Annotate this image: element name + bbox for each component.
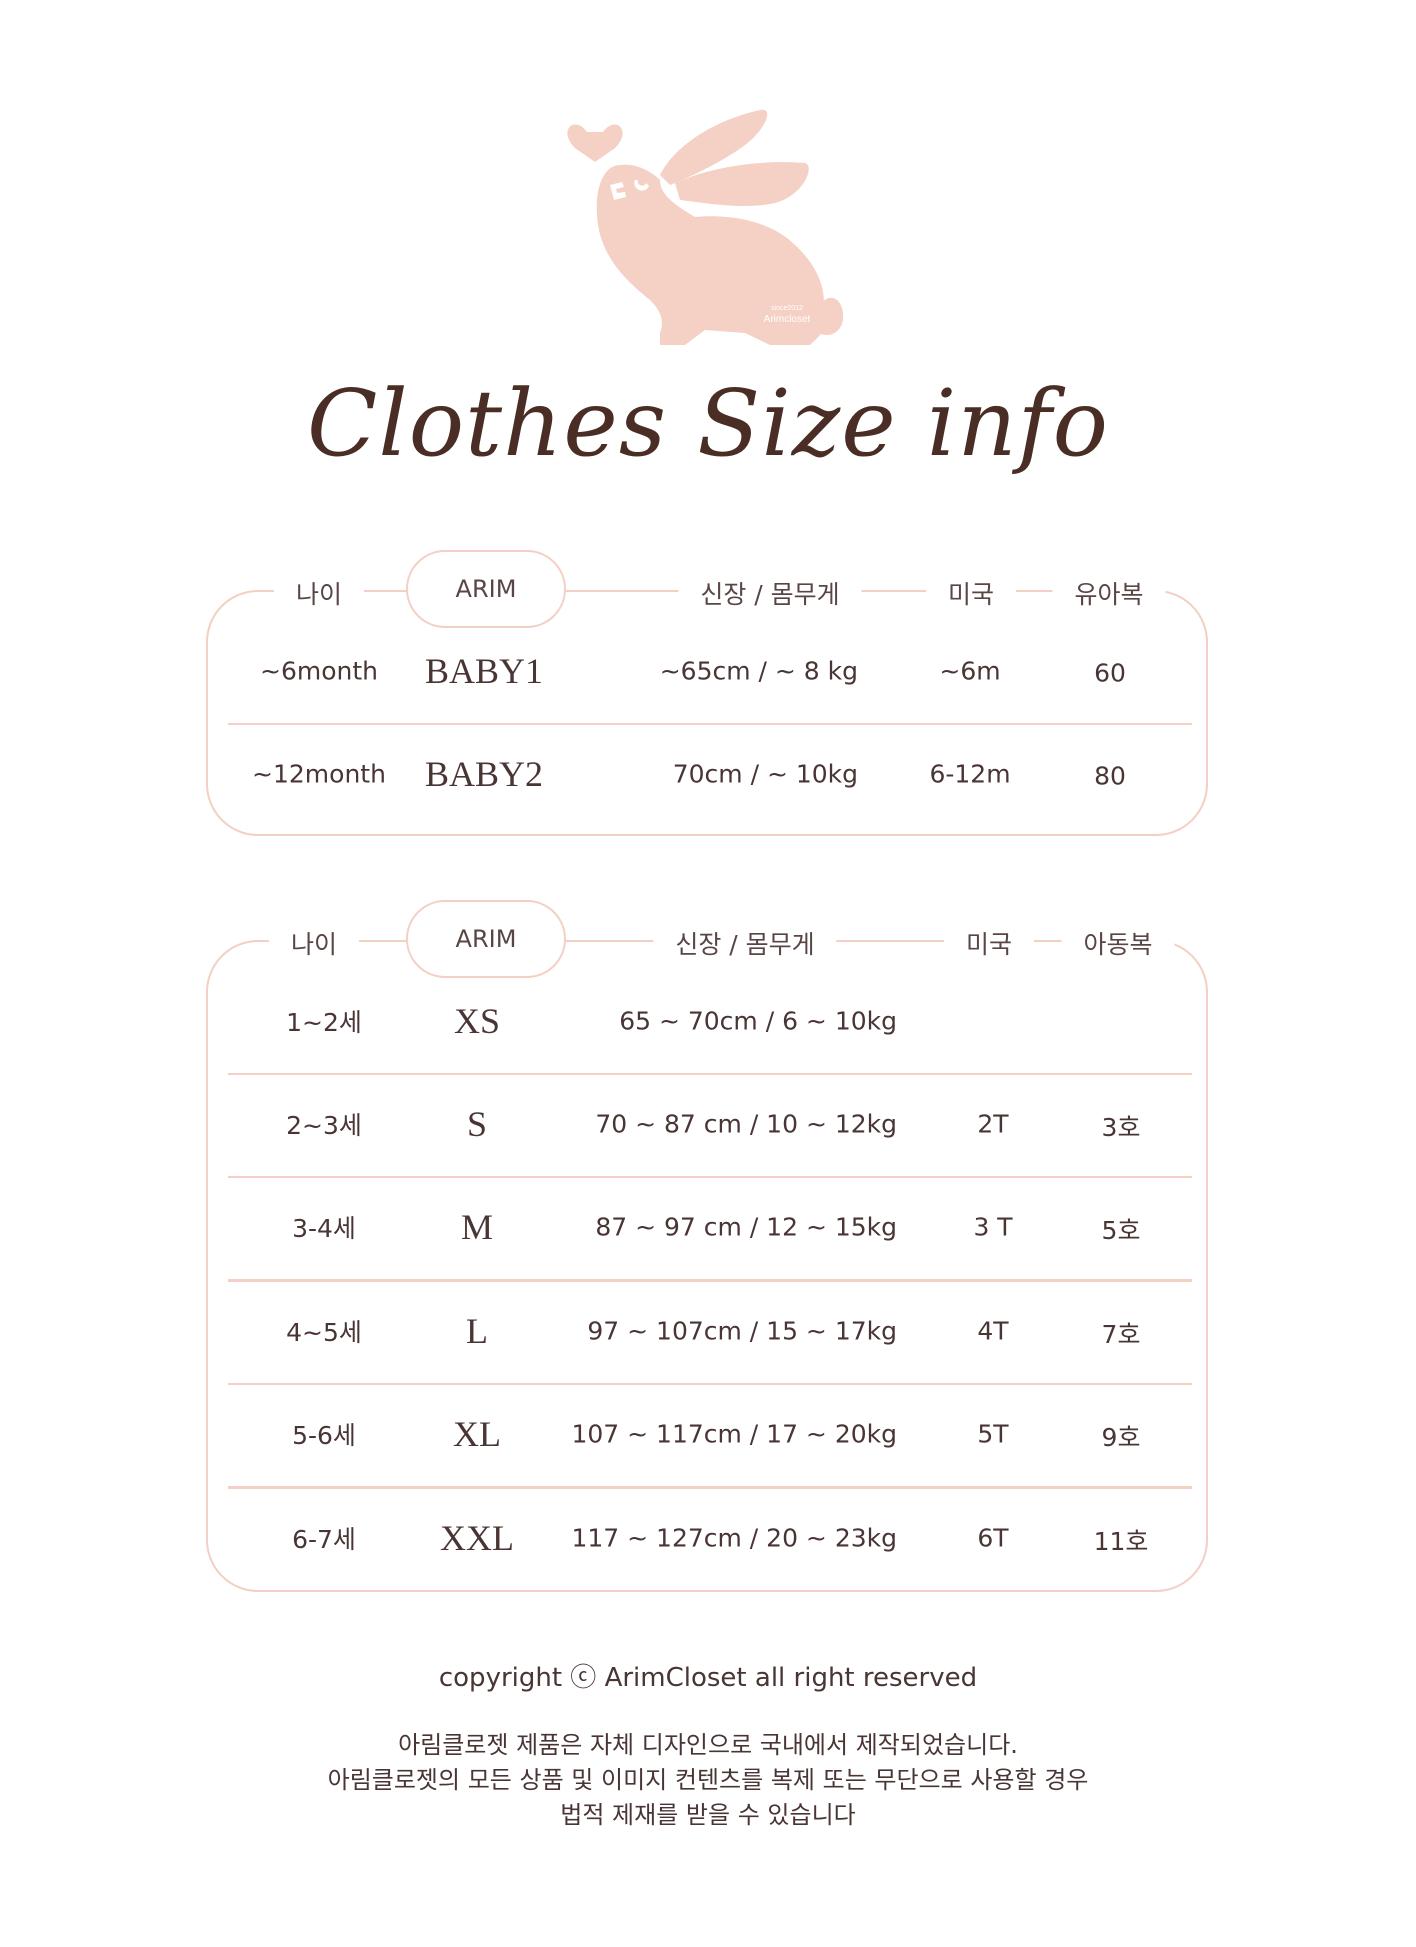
cell-kr-size: 60	[1094, 658, 1126, 688]
cell-us-size: 2T	[977, 1109, 1009, 1139]
cell-age: ~6month	[260, 656, 378, 686]
cell-kr-size: 80	[1094, 761, 1126, 791]
cell-age: 2~3세	[286, 1111, 362, 1140]
cell-age: 3-4세	[292, 1214, 356, 1243]
cell-age: 5-6세	[292, 1421, 356, 1450]
cell-us-size: 3 T	[973, 1212, 1013, 1242]
cell-height-weight: 107 ~ 117cm / 17 ~ 20kg	[571, 1419, 897, 1449]
cell-arim-size: XS	[453, 1001, 501, 1041]
cell-arim-size: M	[460, 1207, 494, 1247]
cell-arim-size: BABY1	[424, 651, 544, 691]
row-divider	[228, 1279, 1192, 1282]
header-label: 아동복	[1061, 925, 1175, 961]
cell-arim-size: S	[466, 1104, 488, 1144]
header-pill-arim: ARIM	[406, 550, 566, 628]
header-label: 미국	[925, 575, 1017, 611]
cell-arim-size: XXL	[440, 1518, 514, 1558]
logo-since: since2012	[771, 305, 803, 312]
row-divider	[228, 1175, 1192, 1178]
cell-us-size: 6-12m	[929, 759, 1011, 789]
logo-brand: Arimcloset	[764, 314, 811, 325]
cell-us-size: ~6m	[939, 656, 1001, 686]
cell-height-weight: 65 ~ 70cm / 6 ~ 10kg	[619, 1006, 897, 1036]
cell-height-weight: 70 ~ 87 cm / 10 ~ 12kg	[595, 1109, 897, 1139]
cell-arim-size: XL	[453, 1414, 501, 1454]
cell-arim-size: L	[466, 1311, 488, 1351]
header-label: 신장 / 몸무게	[678, 575, 862, 611]
notice-line-1: 아림클로젯 제품은 자체 디자인으로 국내에서 제작되었습니다.	[398, 1731, 1018, 1759]
cell-age: 4~5세	[286, 1318, 362, 1347]
row-divider	[228, 1382, 1192, 1385]
cell-height-weight: 87 ~ 97 cm / 12 ~ 15kg	[595, 1212, 897, 1242]
table-frame	[206, 590, 1208, 836]
header-pill-arim: ARIM	[406, 900, 566, 978]
cell-kr-size: 5호	[1101, 1216, 1141, 1245]
cell-us-size: 5T	[977, 1419, 1009, 1449]
cell-kr-size: 9호	[1101, 1423, 1141, 1452]
cell-height-weight: 97 ~ 107cm / 15 ~ 17kg	[587, 1316, 897, 1346]
cell-height-weight: 70cm / ~ 10kg	[672, 759, 858, 789]
cell-age: ~12month	[252, 759, 386, 789]
header-label: 나이	[268, 925, 360, 961]
cell-arim-size: BABY2	[424, 754, 544, 794]
cell-us-size: 6T	[977, 1523, 1009, 1553]
cell-kr-size: 7호	[1101, 1320, 1141, 1349]
row-divider	[228, 722, 1192, 725]
header-label: 신장 / 몸무게	[653, 925, 837, 961]
header-label: 미국	[943, 925, 1035, 961]
header-label: 나이	[273, 575, 365, 611]
cell-height-weight: ~65cm / ~ 8 kg	[659, 656, 858, 686]
cell-kr-size: 3호	[1101, 1113, 1141, 1142]
row-divider	[228, 1072, 1192, 1075]
notice-line-2: 아림클로젯의 모든 상품 및 이미지 컨텐츠를 복제 또는 무단으로 사용할 경…	[327, 1766, 1089, 1794]
copyright-text: copyright ⓒ ArimCloset all right reserve…	[438, 1663, 978, 1693]
cell-age: 1~2세	[286, 1008, 362, 1037]
cell-us-size: 4T	[977, 1316, 1009, 1346]
header-label: 유아복	[1052, 575, 1166, 611]
cell-age: 6-7세	[292, 1525, 356, 1554]
rabbit-logo: since2012 Arimcloset	[567, 109, 844, 345]
page-title: Clothes Size info	[306, 370, 1110, 477]
notice-line-3: 법적 제재를 받을 수 있습니다	[560, 1801, 856, 1829]
cell-height-weight: 117 ~ 127cm / 20 ~ 23kg	[571, 1523, 897, 1553]
cell-kr-size: 11호	[1093, 1527, 1149, 1556]
row-divider	[228, 1486, 1192, 1489]
